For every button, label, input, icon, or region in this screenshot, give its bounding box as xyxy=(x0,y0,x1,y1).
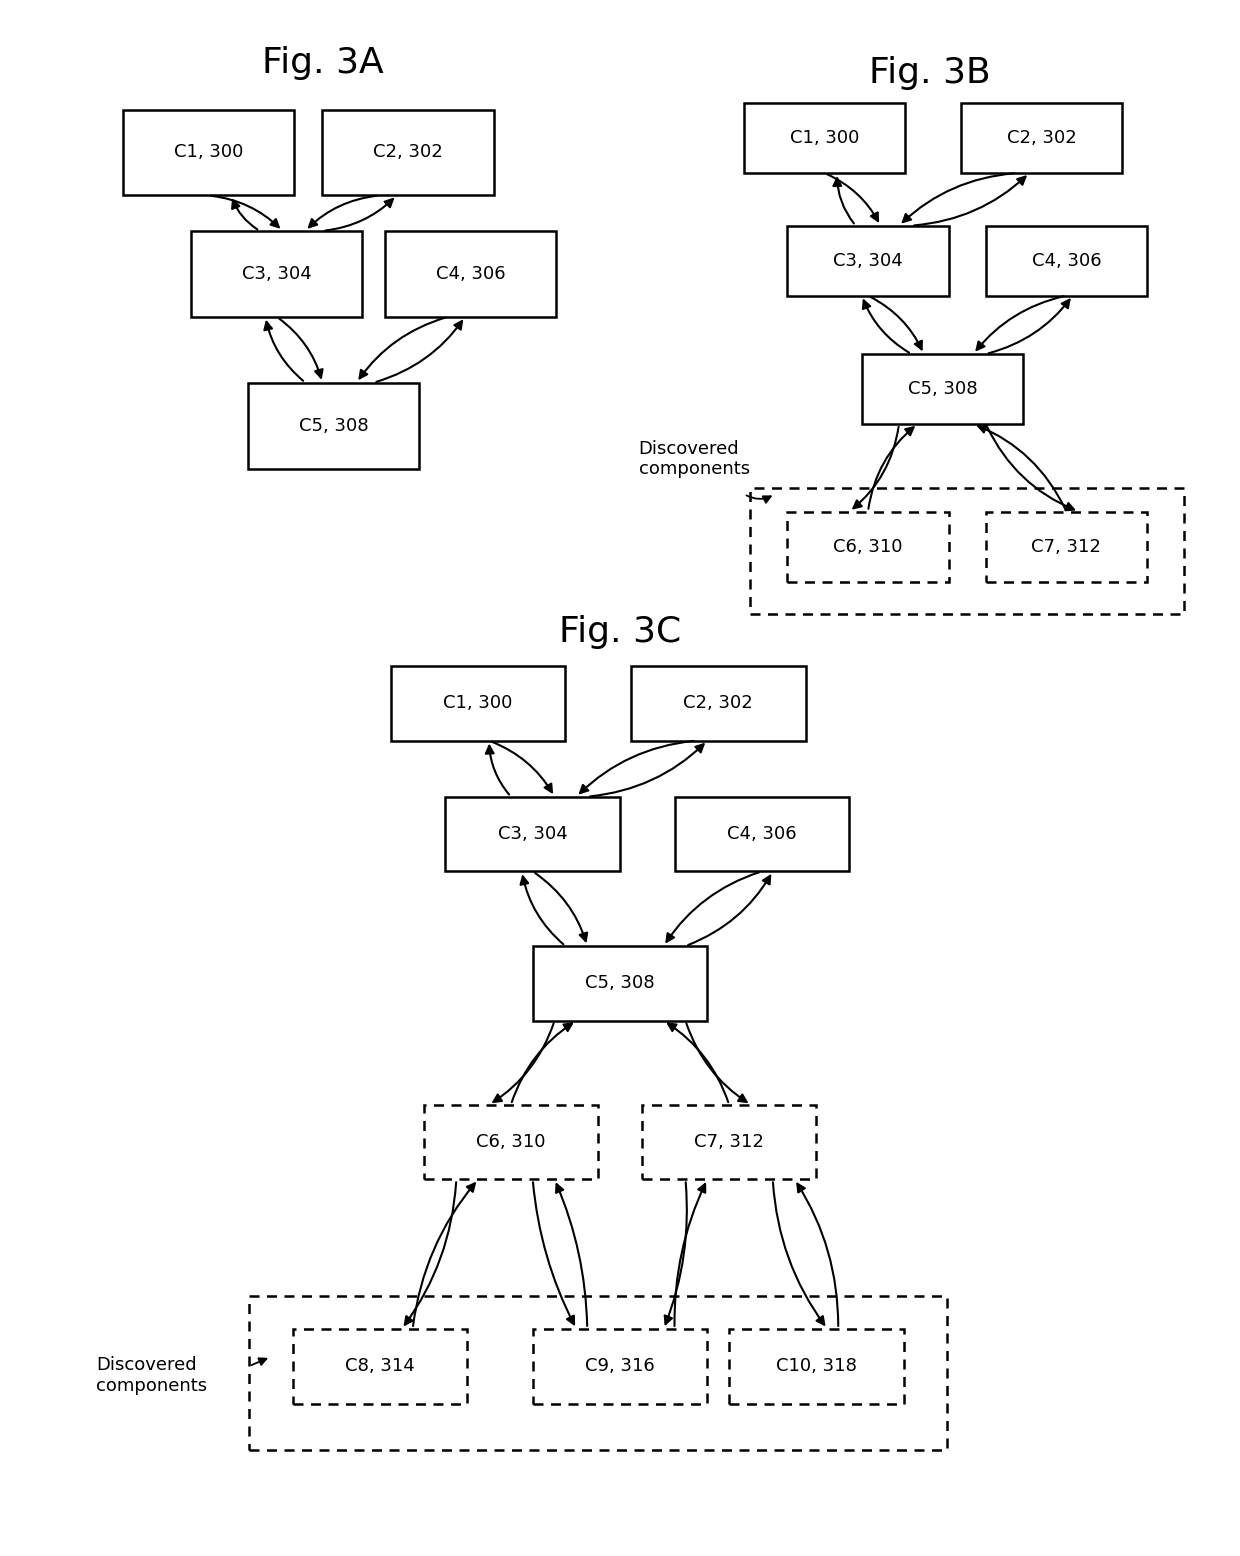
Text: C5, 308: C5, 308 xyxy=(908,380,977,398)
Text: C1, 300: C1, 300 xyxy=(790,129,859,148)
FancyBboxPatch shape xyxy=(729,1329,904,1404)
FancyBboxPatch shape xyxy=(191,230,362,317)
Text: C7, 312: C7, 312 xyxy=(1032,537,1101,555)
FancyBboxPatch shape xyxy=(787,226,949,296)
Text: C9, 316: C9, 316 xyxy=(585,1357,655,1376)
Text: C3, 304: C3, 304 xyxy=(497,825,568,843)
FancyBboxPatch shape xyxy=(123,109,294,196)
FancyBboxPatch shape xyxy=(642,1105,816,1179)
FancyBboxPatch shape xyxy=(391,666,565,741)
FancyBboxPatch shape xyxy=(248,383,419,468)
Text: C2, 302: C2, 302 xyxy=(683,694,753,713)
Text: C1, 300: C1, 300 xyxy=(174,143,243,162)
Text: C10, 318: C10, 318 xyxy=(776,1357,857,1376)
Text: C8, 314: C8, 314 xyxy=(345,1357,415,1376)
FancyBboxPatch shape xyxy=(744,103,905,173)
Text: C4, 306: C4, 306 xyxy=(436,265,506,283)
FancyBboxPatch shape xyxy=(533,946,707,1021)
Text: C5, 308: C5, 308 xyxy=(585,974,655,993)
FancyBboxPatch shape xyxy=(862,355,1023,425)
FancyBboxPatch shape xyxy=(293,1329,467,1404)
FancyBboxPatch shape xyxy=(986,512,1147,582)
Text: Discovered
components: Discovered components xyxy=(97,1357,207,1394)
Text: C4, 306: C4, 306 xyxy=(1032,252,1101,269)
Text: C2, 302: C2, 302 xyxy=(1007,129,1076,148)
Text: C2, 302: C2, 302 xyxy=(373,143,443,162)
Text: Discovered
components: Discovered components xyxy=(639,440,750,478)
FancyBboxPatch shape xyxy=(424,1105,598,1179)
Text: Fig. 3A: Fig. 3A xyxy=(262,47,383,81)
Text: C7, 312: C7, 312 xyxy=(694,1133,764,1151)
FancyBboxPatch shape xyxy=(533,1329,707,1404)
Text: C6, 310: C6, 310 xyxy=(833,537,903,555)
Text: C3, 304: C3, 304 xyxy=(242,265,311,283)
FancyBboxPatch shape xyxy=(787,512,949,582)
FancyBboxPatch shape xyxy=(631,666,806,741)
Text: C1, 300: C1, 300 xyxy=(444,694,513,713)
Text: C4, 306: C4, 306 xyxy=(727,825,796,843)
Text: C6, 310: C6, 310 xyxy=(476,1133,546,1151)
FancyBboxPatch shape xyxy=(986,226,1147,296)
FancyBboxPatch shape xyxy=(386,230,557,317)
FancyBboxPatch shape xyxy=(675,797,849,871)
FancyBboxPatch shape xyxy=(322,109,494,196)
Text: C3, 304: C3, 304 xyxy=(833,252,903,269)
Text: C5, 308: C5, 308 xyxy=(299,417,368,434)
Text: Fig. 3B: Fig. 3B xyxy=(869,56,991,90)
FancyBboxPatch shape xyxy=(445,797,620,871)
Text: Fig. 3C: Fig. 3C xyxy=(559,615,681,649)
FancyBboxPatch shape xyxy=(961,103,1122,173)
